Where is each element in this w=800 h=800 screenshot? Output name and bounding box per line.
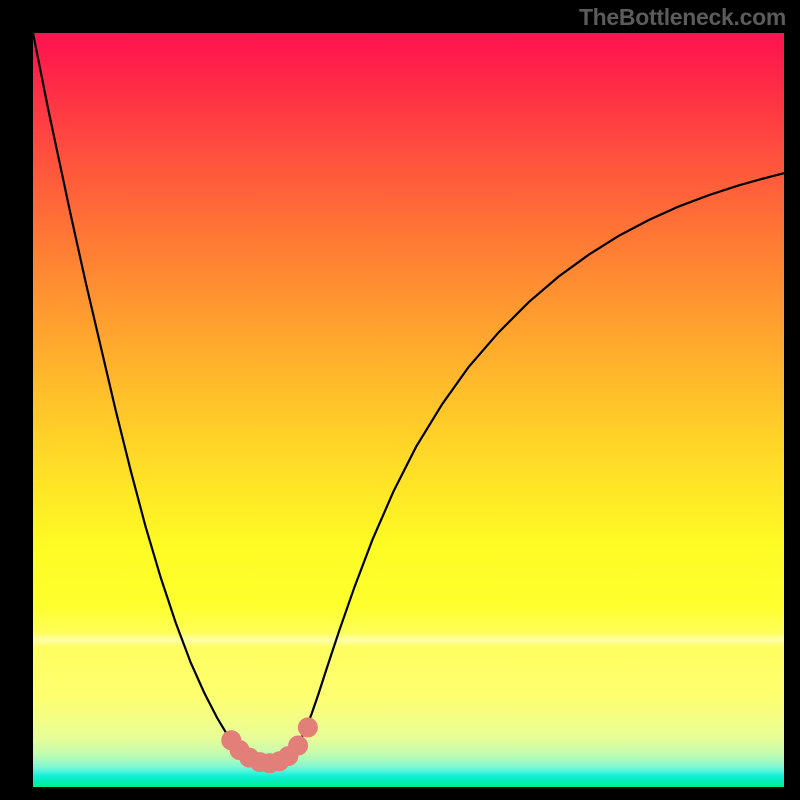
watermark-text: TheBottleneck.com (579, 4, 786, 31)
chart-background (33, 33, 784, 787)
valley-marker (289, 736, 308, 755)
chart-outer-frame: TheBottleneck.com (0, 0, 800, 800)
bottleneck-chart (33, 33, 784, 787)
valley-marker (298, 718, 317, 737)
